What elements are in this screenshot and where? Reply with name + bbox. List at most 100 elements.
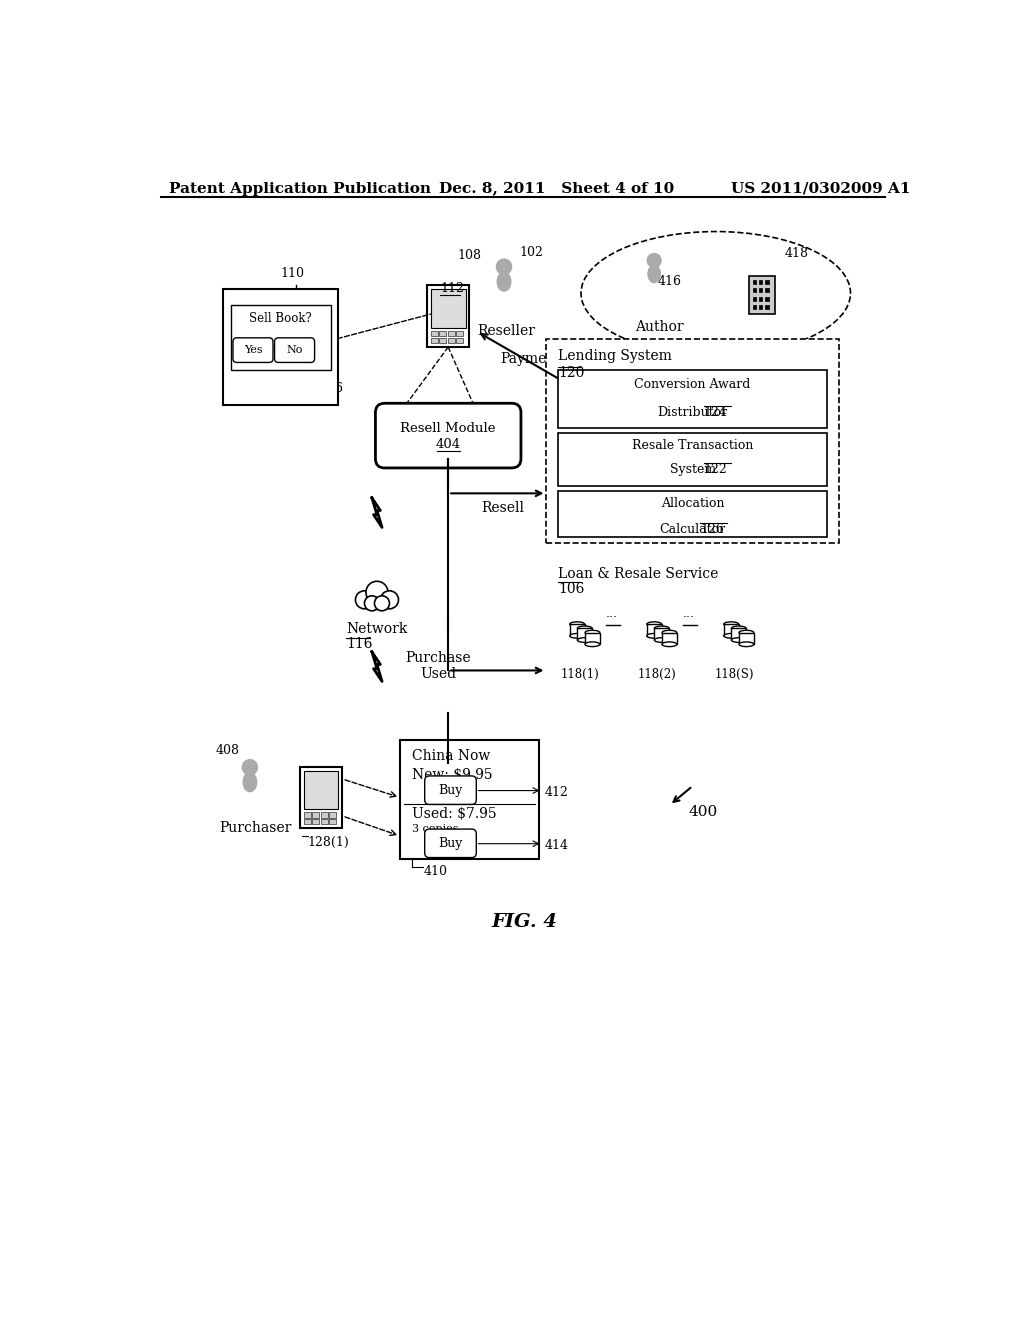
Bar (304, 771, 339, 809)
Bar (321, 812, 328, 817)
Bar (724, 624, 738, 636)
Ellipse shape (654, 626, 670, 631)
Bar (330, 812, 336, 817)
Text: 108: 108 (458, 249, 482, 263)
Circle shape (381, 591, 398, 609)
Text: 112: 112 (440, 282, 464, 296)
Bar (300, 767, 342, 829)
Circle shape (243, 759, 257, 775)
FancyBboxPatch shape (425, 776, 476, 804)
Text: China Now: China Now (242, 309, 319, 322)
Bar (739, 632, 754, 644)
Ellipse shape (739, 642, 754, 647)
Ellipse shape (569, 634, 585, 638)
FancyBboxPatch shape (233, 338, 273, 363)
Text: 414: 414 (545, 838, 568, 851)
Ellipse shape (647, 634, 662, 638)
FancyBboxPatch shape (425, 829, 476, 858)
Bar (439, 331, 446, 337)
Text: Dec. 8, 2011   Sheet 4 of 10: Dec. 8, 2011 Sheet 4 of 10 (438, 182, 674, 195)
Bar (558, 491, 827, 537)
Bar (447, 338, 455, 343)
Text: 128(1): 128(1) (307, 836, 349, 849)
Text: Lending System: Lending System (558, 348, 672, 363)
Ellipse shape (569, 622, 585, 627)
Text: FIG. 4: FIG. 4 (492, 913, 558, 931)
Bar (759, 288, 763, 292)
Text: Reseller: Reseller (477, 323, 536, 338)
Text: 124: 124 (703, 407, 728, 420)
Text: 126: 126 (700, 524, 724, 536)
Ellipse shape (585, 642, 600, 647)
Circle shape (366, 581, 388, 603)
Text: 118(S): 118(S) (714, 668, 754, 681)
Text: 418: 418 (785, 247, 809, 260)
Bar (223, 289, 339, 405)
Bar (765, 288, 769, 292)
Text: System: System (670, 462, 716, 475)
Text: Rights: Rights (658, 345, 703, 359)
Bar (304, 812, 310, 817)
Text: Buy: Buy (438, 837, 463, 850)
Bar (585, 632, 600, 644)
Text: ...: ... (683, 607, 695, 620)
Text: Purchase
Used: Purchase Used (406, 651, 471, 681)
Text: Buy: Buy (438, 784, 463, 797)
Bar (654, 628, 670, 640)
Bar (765, 297, 769, 301)
Bar (304, 818, 310, 825)
Text: 3 copies: 3 copies (412, 825, 458, 834)
Ellipse shape (578, 626, 592, 631)
Text: Used: $7.95: Used: $7.95 (412, 807, 497, 821)
Bar (753, 297, 756, 301)
Text: US 2011/0302009 A1: US 2011/0302009 A1 (731, 182, 910, 195)
Bar (330, 818, 336, 825)
Ellipse shape (662, 642, 677, 647)
Ellipse shape (498, 272, 511, 292)
Bar (750, 276, 775, 314)
Ellipse shape (648, 265, 660, 282)
Text: ...: ... (606, 607, 617, 620)
Bar (753, 305, 756, 309)
Text: 404: 404 (435, 438, 461, 451)
Circle shape (375, 595, 389, 611)
Text: Network: Network (346, 622, 408, 636)
Bar (312, 812, 319, 817)
Bar (759, 297, 763, 301)
Ellipse shape (585, 630, 600, 635)
Bar (647, 624, 662, 636)
Text: Loan & Resale Service: Loan & Resale Service (558, 566, 718, 581)
FancyBboxPatch shape (376, 404, 521, 469)
Text: 120: 120 (558, 367, 585, 380)
Bar (759, 305, 763, 309)
Bar (447, 331, 455, 337)
Bar (569, 624, 585, 636)
Bar (457, 338, 463, 343)
Bar (439, 338, 446, 343)
Text: 116: 116 (346, 638, 373, 651)
Text: 102: 102 (519, 246, 544, 259)
Bar (431, 331, 438, 337)
Bar (431, 338, 438, 343)
Text: Allocation: Allocation (660, 498, 724, 511)
Text: Distributor: Distributor (657, 407, 728, 420)
Bar (759, 280, 763, 284)
Text: 406: 406 (319, 381, 343, 395)
Text: Yes: Yes (244, 345, 262, 355)
Bar (457, 331, 463, 337)
Bar (321, 818, 328, 825)
Text: 118(2): 118(2) (637, 668, 676, 681)
Text: Calculator: Calculator (659, 524, 726, 536)
Ellipse shape (739, 630, 754, 635)
Ellipse shape (731, 638, 746, 643)
Text: Holders 402: Holders 402 (658, 363, 744, 376)
Ellipse shape (724, 622, 738, 627)
Ellipse shape (731, 626, 746, 631)
Bar (431, 289, 466, 327)
Text: Resale Transaction: Resale Transaction (632, 440, 754, 453)
Text: 408: 408 (215, 744, 240, 758)
Text: Sell Book?: Sell Book? (249, 313, 312, 326)
Text: 416: 416 (658, 275, 682, 288)
Text: Conversion Award: Conversion Award (635, 378, 751, 391)
Text: 118(1): 118(1) (560, 668, 599, 681)
